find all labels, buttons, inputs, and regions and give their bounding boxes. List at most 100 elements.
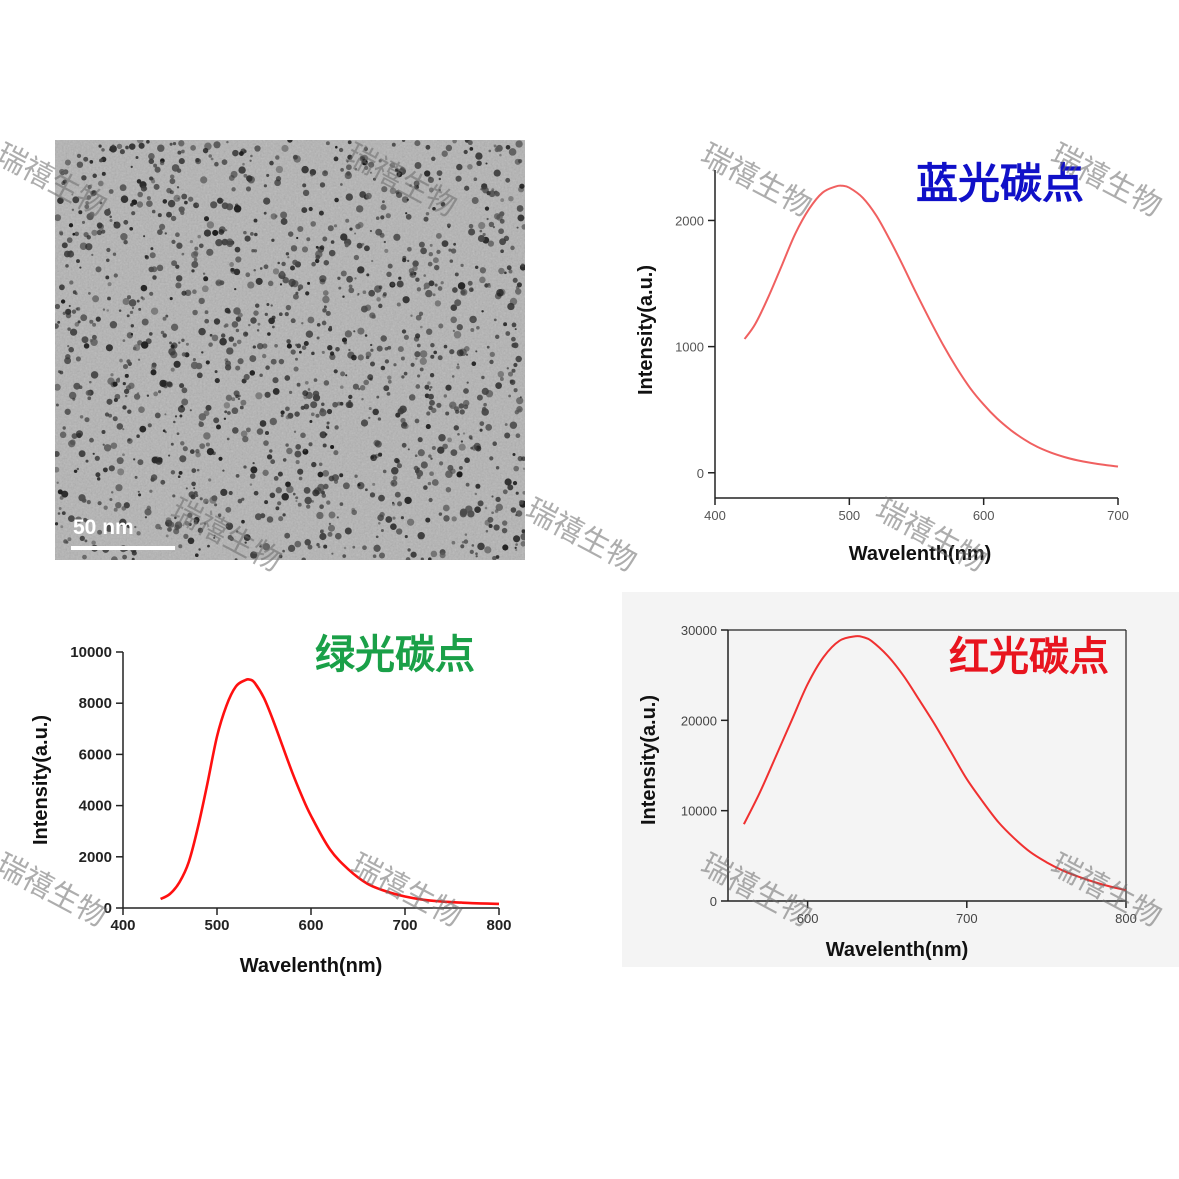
tem-particle <box>137 459 144 466</box>
tem-particle <box>286 447 293 455</box>
tem-particle <box>297 284 304 290</box>
tem-particle <box>259 420 267 427</box>
tem-particle <box>250 551 258 559</box>
tem-particle <box>164 232 167 235</box>
tem-particle <box>296 382 301 387</box>
tem-particle <box>199 497 203 501</box>
tem-particle <box>284 375 291 381</box>
tem-particle <box>122 339 126 342</box>
chart-red-carbon-dots: 0 10000 20000 30000 600 700 800 红光碳点 Intensity(a… <box>625 600 1179 970</box>
tem-particle <box>190 251 199 259</box>
tem-particle <box>508 148 517 156</box>
tem-particle <box>431 156 436 162</box>
tem-particle <box>151 209 156 214</box>
tem-particle <box>208 478 212 482</box>
tem-particle <box>278 516 284 522</box>
tem-particle <box>263 264 269 270</box>
tem-particle <box>453 425 459 431</box>
tem-particle <box>65 264 69 268</box>
x-axis-label: Wavelenth(nm) <box>849 543 992 565</box>
tem-particle <box>299 350 302 354</box>
tem-particle <box>311 461 317 468</box>
tem-particle <box>243 173 248 178</box>
tem-particle <box>194 553 199 558</box>
tem-particle <box>203 276 209 282</box>
tem-particle <box>213 534 216 537</box>
tem-particle <box>99 201 103 205</box>
tem-particle <box>369 171 372 174</box>
tem-particle <box>193 487 196 490</box>
tem-particle <box>111 144 115 148</box>
tem-particle <box>415 333 421 339</box>
tem-particle <box>414 351 421 358</box>
tem-particle <box>146 196 151 201</box>
tem-particle <box>404 496 412 505</box>
tem-particle <box>275 155 280 160</box>
tem-particle <box>245 186 252 192</box>
tem-particle <box>182 446 188 452</box>
tem-particle <box>86 235 91 240</box>
tem-particle <box>392 516 396 520</box>
tem-particle <box>303 403 310 410</box>
tem-particle <box>375 216 380 220</box>
tem-particle <box>511 322 517 328</box>
tem-particle <box>59 431 67 439</box>
tem-particle <box>96 477 101 481</box>
tem-particle <box>357 221 364 229</box>
tem-particle <box>288 390 293 395</box>
tem-particle <box>451 540 456 545</box>
tem-particle <box>232 149 239 157</box>
tem-particle <box>244 235 251 242</box>
tem-particle <box>275 487 282 494</box>
tem-particle <box>80 314 88 322</box>
tem-particle <box>105 344 113 352</box>
tem-particle <box>443 394 448 398</box>
tem-particle <box>460 440 464 443</box>
tem-particle <box>189 239 194 244</box>
tem-particle <box>253 218 258 223</box>
tem-particle <box>278 554 283 559</box>
tem-particle <box>269 417 277 426</box>
tem-particle <box>97 529 103 535</box>
tem-particle <box>281 144 289 152</box>
tem-particle <box>232 427 239 434</box>
tem-particle <box>128 382 135 389</box>
tem-particle <box>159 160 165 166</box>
tem-particle <box>65 308 72 315</box>
tem-particle <box>502 520 508 526</box>
tem-particle <box>430 550 438 558</box>
tem-particle <box>390 523 397 531</box>
y-tick-label: 2000 <box>675 213 704 228</box>
tem-particle <box>458 403 465 409</box>
tem-particle <box>334 425 339 430</box>
tem-particle <box>405 557 411 560</box>
tem-particle <box>130 333 134 336</box>
tem-particle <box>223 402 231 409</box>
tem-particle <box>285 406 290 412</box>
tem-particle <box>510 507 517 513</box>
tem-particle <box>104 208 111 216</box>
tem-particle <box>81 336 89 344</box>
tem-particle <box>378 522 381 525</box>
tem-particle <box>264 312 268 317</box>
tem-particle <box>297 225 304 233</box>
tem-particle <box>377 514 384 521</box>
tem-particle <box>90 371 99 379</box>
tem-particle <box>354 167 358 171</box>
tem-particle <box>243 230 247 235</box>
tem-particle <box>59 495 64 500</box>
tem-particle <box>338 147 344 153</box>
tem-particle <box>290 349 296 355</box>
tem-particle <box>172 141 177 146</box>
tem-particle <box>484 206 490 211</box>
tem-particle <box>347 154 353 160</box>
tem-particle <box>363 379 369 386</box>
tem-particle <box>259 267 263 270</box>
tem-particle <box>452 140 457 144</box>
y-tick-label: 20000 <box>681 713 717 728</box>
tem-particle <box>286 339 291 344</box>
tem-particle <box>240 430 248 438</box>
tem-particle <box>475 483 481 489</box>
tem-particle <box>103 444 112 452</box>
tem-particle <box>110 491 114 494</box>
